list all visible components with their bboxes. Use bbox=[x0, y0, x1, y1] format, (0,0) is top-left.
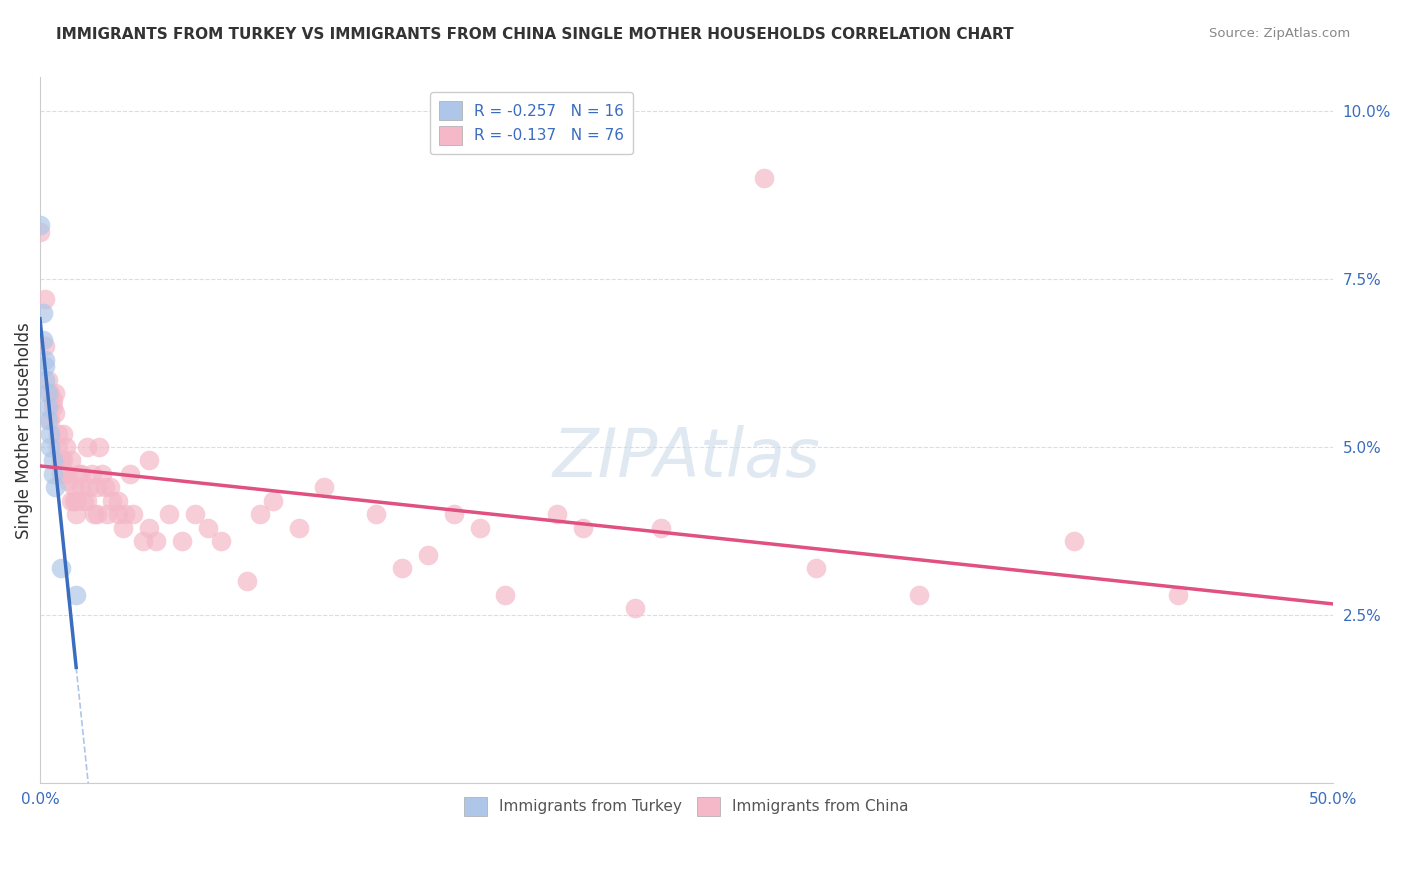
Point bbox=[122, 508, 145, 522]
Point bbox=[468, 521, 491, 535]
Point bbox=[42, 467, 65, 481]
Point bbox=[804, 561, 827, 575]
Point bbox=[138, 521, 160, 535]
Point bbox=[39, 440, 62, 454]
Point bbox=[42, 453, 65, 467]
Point bbox=[37, 400, 59, 414]
Y-axis label: Single Mother Households: Single Mother Households bbox=[15, 322, 32, 539]
Point bbox=[65, 588, 87, 602]
Point bbox=[111, 521, 134, 535]
Point bbox=[59, 493, 82, 508]
Point bbox=[59, 453, 82, 467]
Point bbox=[1167, 588, 1189, 602]
Point bbox=[31, 305, 53, 319]
Point bbox=[83, 508, 105, 522]
Point bbox=[76, 440, 98, 454]
Point bbox=[39, 386, 62, 401]
Point bbox=[249, 508, 271, 522]
Point bbox=[93, 480, 115, 494]
Point bbox=[34, 292, 56, 306]
Point bbox=[65, 508, 87, 522]
Point bbox=[107, 508, 129, 522]
Point bbox=[132, 534, 155, 549]
Point bbox=[49, 453, 72, 467]
Point bbox=[546, 508, 568, 522]
Point bbox=[76, 493, 98, 508]
Point bbox=[752, 171, 775, 186]
Point bbox=[494, 588, 516, 602]
Text: IMMIGRANTS FROM TURKEY VS IMMIGRANTS FROM CHINA SINGLE MOTHER HOUSEHOLDS CORRELA: IMMIGRANTS FROM TURKEY VS IMMIGRANTS FRO… bbox=[56, 27, 1014, 42]
Point bbox=[34, 339, 56, 353]
Point bbox=[46, 440, 69, 454]
Point bbox=[46, 426, 69, 441]
Point bbox=[157, 508, 180, 522]
Point bbox=[1063, 534, 1085, 549]
Point bbox=[31, 333, 53, 347]
Point bbox=[80, 467, 103, 481]
Point bbox=[120, 467, 142, 481]
Point bbox=[28, 225, 51, 239]
Point bbox=[42, 400, 65, 414]
Point bbox=[236, 574, 259, 589]
Point bbox=[37, 373, 59, 387]
Point bbox=[49, 561, 72, 575]
Point bbox=[42, 392, 65, 407]
Point bbox=[262, 493, 284, 508]
Point bbox=[39, 413, 62, 427]
Point bbox=[908, 588, 931, 602]
Point bbox=[67, 467, 90, 481]
Point bbox=[52, 426, 75, 441]
Point bbox=[62, 480, 84, 494]
Point bbox=[86, 508, 108, 522]
Point bbox=[145, 534, 167, 549]
Point bbox=[37, 386, 59, 401]
Point bbox=[107, 493, 129, 508]
Point bbox=[184, 508, 207, 522]
Point bbox=[70, 480, 93, 494]
Point bbox=[91, 467, 114, 481]
Point bbox=[86, 480, 108, 494]
Point bbox=[623, 601, 645, 615]
Point bbox=[70, 467, 93, 481]
Point bbox=[49, 467, 72, 481]
Point bbox=[138, 453, 160, 467]
Point bbox=[287, 521, 309, 535]
Point bbox=[650, 521, 672, 535]
Text: ZIPAtlas: ZIPAtlas bbox=[553, 425, 820, 491]
Point bbox=[366, 508, 388, 522]
Point bbox=[34, 352, 56, 367]
Point bbox=[65, 493, 87, 508]
Point bbox=[391, 561, 413, 575]
Point bbox=[55, 467, 77, 481]
Point bbox=[39, 426, 62, 441]
Point bbox=[44, 386, 66, 401]
Point bbox=[28, 219, 51, 233]
Point bbox=[416, 548, 439, 562]
Point bbox=[572, 521, 595, 535]
Point bbox=[96, 508, 118, 522]
Point bbox=[101, 493, 124, 508]
Point bbox=[34, 373, 56, 387]
Text: Source: ZipAtlas.com: Source: ZipAtlas.com bbox=[1209, 27, 1350, 40]
Point bbox=[77, 480, 100, 494]
Point bbox=[73, 493, 96, 508]
Point bbox=[52, 453, 75, 467]
Point bbox=[98, 480, 121, 494]
Point bbox=[58, 474, 80, 488]
Point bbox=[44, 480, 66, 494]
Point bbox=[197, 521, 219, 535]
Point bbox=[314, 480, 336, 494]
Point bbox=[172, 534, 194, 549]
Point bbox=[37, 413, 59, 427]
Point bbox=[44, 406, 66, 420]
Point bbox=[443, 508, 465, 522]
Point bbox=[209, 534, 232, 549]
Point bbox=[55, 440, 77, 454]
Point bbox=[114, 508, 136, 522]
Point bbox=[62, 493, 84, 508]
Point bbox=[89, 440, 111, 454]
Point bbox=[34, 359, 56, 374]
Legend: Immigrants from Turkey, Immigrants from China: Immigrants from Turkey, Immigrants from … bbox=[454, 788, 918, 825]
